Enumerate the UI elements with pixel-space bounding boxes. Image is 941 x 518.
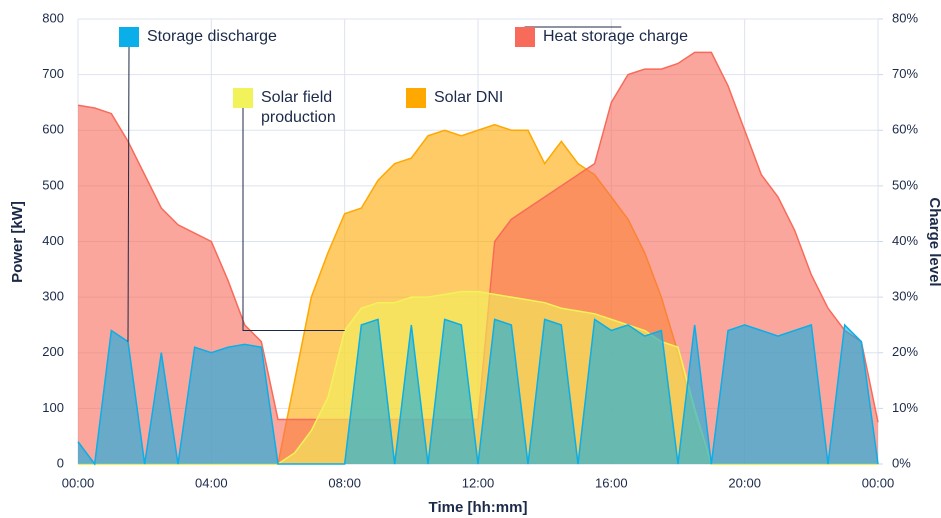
y2-tick-label: 70% [892,66,918,81]
y-tick-label: 200 [42,344,64,359]
legend-swatch [515,27,535,47]
legend-swatch [406,88,426,108]
x-tick-label: 00:00 [862,475,895,490]
x-tick-label: 00:00 [62,475,95,490]
y2-axis-label: Charge level [926,197,941,286]
x-tick-label: 20:00 [728,475,761,490]
x-tick-label: 08:00 [328,475,361,490]
y-tick-label: 600 [42,122,64,137]
y2-tick-label: 0% [892,455,911,470]
y2-tick-label: 50% [892,177,918,192]
y2-tick-label: 10% [892,400,918,415]
y2-tick-label: 60% [892,122,918,137]
area-line [77,318,879,466]
legend-label: Heat storage charge [543,28,688,45]
y2-tick-label: 40% [892,233,918,248]
legend-swatch [119,27,139,47]
y-tick-label: 700 [42,66,64,81]
y-axis-label: Power [kW] [9,201,26,283]
x-tick-label: 12:00 [462,475,495,490]
y-tick-label: 400 [42,233,64,248]
legend-label: Storage discharge [147,28,277,45]
y2-tick-label: 80% [892,10,918,25]
x-tick-label: 16:00 [595,475,628,490]
leader-line [127,46,130,342]
y-tick-label: 800 [42,10,64,25]
y-tick-label: 0 [57,455,64,470]
legend-label: Solar DNI [434,89,504,106]
area [78,291,878,464]
legend-swatch [233,88,253,108]
y2-tick-label: 20% [892,344,918,359]
legend-label: Solar field production [261,89,336,126]
area [78,319,878,464]
leader-line [242,108,345,331]
y-tick-label: 500 [42,177,64,192]
x-tick-label: 04:00 [195,475,228,490]
y-tick-label: 100 [42,400,64,415]
y-tick-label: 300 [42,289,64,304]
y2-tick-label: 30% [892,289,918,304]
x-axis-label: Time [hh:mm] [429,499,528,516]
